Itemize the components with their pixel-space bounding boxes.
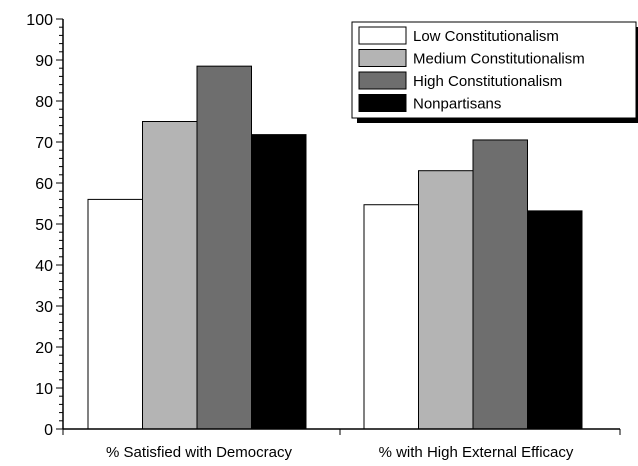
y-tick-label: 80 (35, 94, 53, 111)
y-tick-label: 90 (35, 53, 53, 70)
legend: Low Constitutionalism Medium Constitution… (351, 21, 638, 123)
bar-2-series-2 (418, 170, 474, 430)
legend-swatch (358, 49, 407, 67)
bar-2-series-3 (472, 139, 528, 430)
bar-1-series-4 (251, 134, 307, 430)
y-tick-label: 0 (44, 422, 53, 439)
axes-group: 0 10 20 30 40 50 60 70 80 90 100 % Satisfied with D… (26, 12, 621, 461)
y-tick-label: 50 (35, 217, 53, 234)
y-tick-label: 70 (35, 135, 53, 152)
bar-1-series-3 (196, 65, 252, 430)
y-tick-label: 60 (35, 176, 53, 193)
y-tick-label: 10 (35, 381, 53, 398)
x-category-label: % with High External Efficacy (379, 444, 574, 461)
legend-shadow-right (636, 27, 638, 123)
legend-label: Medium Constitutionalism (413, 51, 585, 68)
bar-1-series-2 (142, 121, 198, 430)
legend-label: High Constitutionalism (413, 73, 562, 90)
legend-label: Low Constitutionalism (413, 28, 559, 45)
bar-1-series-1 (87, 198, 143, 430)
legend-label: Nonpartisans (413, 96, 501, 113)
bar-2-series-1 (363, 204, 419, 430)
legend-shadow-bottom (357, 118, 638, 123)
y-tick-label: 40 (35, 258, 53, 275)
legend-swatch (358, 71, 407, 90)
y-tick-label: 20 (35, 340, 53, 357)
legend-swatch (358, 26, 407, 45)
bars-group (87, 65, 583, 430)
legend-swatch (358, 94, 407, 112)
bar-2-series-4 (527, 210, 583, 430)
y-tick-label: 30 (35, 299, 53, 316)
x-category-label: % Satisfied with Democracy (106, 444, 292, 461)
y-tick-label: 100 (26, 12, 53, 29)
